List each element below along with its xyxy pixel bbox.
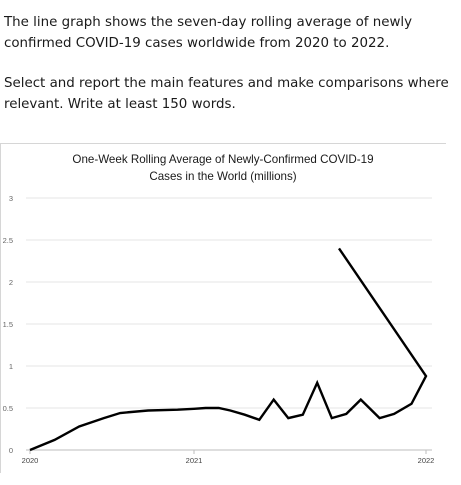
- y-tick-label: 0.5: [3, 404, 13, 413]
- grid-layer: [26, 197, 432, 451]
- axis-layer: 0 0.5 1 1.5 2 2.5 3 2020 2021 2022: [3, 194, 435, 465]
- y-tick-label: 3: [9, 194, 13, 203]
- x-tick-label: 2020: [22, 456, 39, 465]
- chart-frame: [0, 143, 446, 473]
- y-tick-label: 0: [9, 446, 13, 455]
- y-tick-label: 1: [9, 362, 13, 371]
- chart-title: One-Week Rolling Average of Newly-Confir…: [0, 151, 446, 185]
- y-tick-label: 2: [9, 278, 13, 287]
- task-prompt: The line graph shows the seven-day rolli…: [4, 13, 459, 135]
- series-line: [29, 247, 428, 452]
- chart-title-line-1: One-Week Rolling Average of Newly-Confir…: [72, 153, 374, 166]
- prompt-paragraph-1: The line graph shows the seven-day rolli…: [4, 15, 413, 51]
- prompt-paragraph-2: Select and report the main features and …: [4, 76, 449, 112]
- x-tick-label: 2022: [418, 456, 435, 465]
- chart-title-line-2: Cases in the World (millions): [149, 170, 297, 183]
- x-tick-label: 2021: [186, 456, 203, 465]
- series-layer: [29, 247, 428, 452]
- y-tick-label: 1.5: [3, 320, 13, 329]
- y-tick-label: 2.5: [3, 236, 13, 245]
